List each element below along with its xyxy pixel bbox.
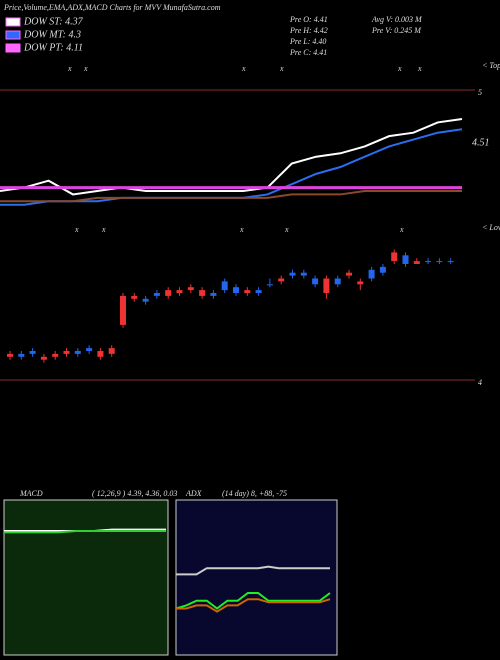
candle-body (199, 290, 206, 296)
macd-line (4, 530, 166, 534)
top-mark: x (241, 64, 246, 73)
candle-body (97, 351, 104, 357)
info-text: Pre C: 4.41 (289, 48, 327, 57)
candle-body (120, 295, 126, 325)
low-mark: x (399, 225, 404, 234)
candle-body (221, 281, 228, 291)
info-text: Avg V: 0.003 M (371, 15, 423, 24)
legend-label: DOW ST: 4.37 (23, 16, 84, 27)
candle-body (357, 281, 364, 285)
price-label: 4.51 (472, 137, 490, 148)
candle-body (312, 278, 319, 285)
low-mark: x (101, 225, 106, 234)
candle-body (233, 287, 239, 293)
info-text: Pre O: 4.41 (289, 15, 328, 24)
candle-body (289, 272, 296, 276)
candle-body (63, 351, 70, 354)
low-mark: x (239, 225, 244, 234)
candle-body (346, 272, 352, 276)
candle-body (278, 278, 285, 282)
info-text: Pre L: 4.40 (289, 37, 326, 46)
top-mark: x (279, 64, 284, 73)
candle-body (86, 348, 93, 351)
adx-line (176, 565, 330, 576)
info-text: Pre V: 0.245 M (371, 26, 422, 35)
candle-body (210, 293, 217, 296)
macd-panel (3, 499, 169, 656)
candle-body (300, 272, 307, 276)
candle-body (52, 353, 59, 357)
candle-body (142, 298, 149, 302)
ema-line (0, 190, 462, 203)
lows-label: < Lows (482, 223, 500, 232)
candle-body (7, 353, 13, 357)
tops-label: < Tops (482, 61, 500, 70)
legend-swatch (5, 17, 21, 27)
candle-body (266, 284, 273, 286)
chart-title: Price,Volume,EMA,ADX,MACD Charts for MVV… (3, 3, 221, 12)
adx-panel (175, 499, 338, 656)
adx-line (175, 592, 331, 610)
legend-swatch (5, 43, 21, 53)
candle-body (447, 261, 454, 263)
top-mark: x (417, 64, 422, 73)
adx-line (176, 598, 331, 613)
candle-body (436, 261, 443, 263)
candle-body (368, 269, 375, 279)
low-mark: x (284, 225, 289, 234)
candle-body (165, 290, 172, 296)
candle-body (176, 290, 183, 293)
macd-params: ( 12,26,9 ) 4.39, 4.36, 0.03 (92, 489, 177, 498)
top-mark: x (83, 64, 88, 73)
axis-top: 5 (478, 88, 482, 97)
legend-label: DOW MT: 4.3 (23, 29, 81, 40)
low-mark: x (74, 225, 79, 234)
adx-label: ADX (185, 489, 203, 498)
axis-bottom: 4 (478, 378, 482, 387)
candle-body (402, 255, 409, 264)
top-mark: x (67, 64, 72, 73)
legend-swatch (5, 30, 21, 40)
top-mark: x (397, 64, 402, 73)
candle-body (74, 351, 81, 354)
candle-body (18, 353, 25, 357)
info-text: Pre H: 4.42 (289, 26, 328, 35)
candle-body (153, 293, 160, 296)
candle-body (413, 261, 420, 264)
adx-params: (14 day) 8, +88, -75 (222, 489, 287, 498)
candle-body (244, 290, 251, 293)
candle-body (108, 348, 115, 354)
candle-body (379, 266, 386, 273)
candle-body (255, 290, 262, 293)
legend-label: DOW PT: 4.11 (23, 42, 83, 53)
candle-body (40, 356, 47, 360)
ema-line (0, 118, 463, 196)
candle-body (29, 351, 36, 354)
macd-label: MACD (19, 489, 43, 498)
candle-body (334, 278, 341, 285)
candle-body (425, 261, 432, 263)
candle-body (131, 295, 138, 299)
candle-body (391, 252, 398, 262)
candle-body (187, 287, 194, 291)
candle-body (323, 278, 330, 293)
